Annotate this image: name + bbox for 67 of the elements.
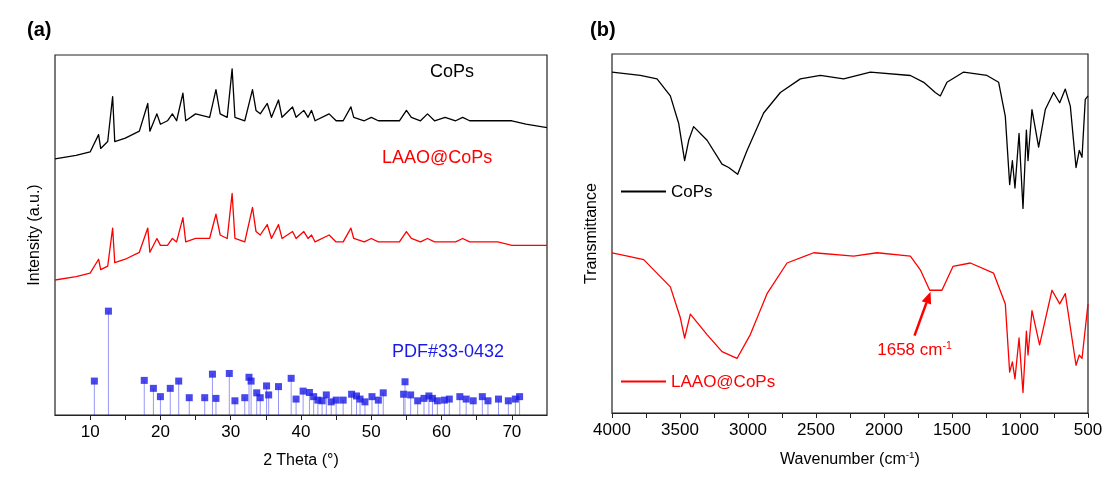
point (495, 395, 502, 403)
x-tick-label: 70 (502, 422, 522, 441)
legend-label: CoPs (671, 182, 713, 201)
x-tick-label: 10 (80, 422, 100, 441)
point (401, 378, 409, 386)
x-tick-label: 1000 (1001, 420, 1039, 439)
chart-title: (b) (590, 18, 616, 40)
legend-label: LAAO@CoPs (671, 372, 776, 391)
point (445, 395, 453, 403)
point (322, 391, 330, 399)
point (166, 384, 174, 392)
point (484, 397, 492, 405)
point (407, 391, 415, 399)
x-tick-label: 2000 (865, 420, 903, 439)
point (185, 394, 193, 402)
x-tick-label: 50 (361, 422, 381, 441)
point (263, 382, 271, 390)
x-tick-label: 3500 (661, 420, 699, 439)
point (361, 398, 369, 406)
y-axis-title: Transmittance (581, 183, 599, 284)
point (433, 397, 441, 405)
point (332, 396, 340, 404)
point (339, 396, 347, 404)
point (231, 397, 239, 405)
point (104, 307, 112, 315)
text: LAAO@CoPs (382, 147, 493, 167)
point (318, 397, 326, 405)
point (287, 374, 295, 382)
point (275, 383, 283, 391)
point (140, 376, 148, 384)
y-axis-title: Intensity (a.u.) (24, 184, 42, 286)
point (225, 369, 233, 377)
x-tick-label: 40 (291, 422, 311, 441)
point (456, 393, 464, 401)
point (149, 384, 157, 392)
point (368, 393, 376, 401)
point (379, 389, 387, 397)
series-label: PDF#33-0432 (392, 341, 505, 361)
point (504, 397, 512, 405)
point (212, 394, 220, 402)
point (462, 395, 470, 403)
x-tick-label: 3000 (729, 420, 767, 439)
point (400, 390, 408, 398)
x-tick-label: 1500 (933, 420, 971, 439)
point (201, 394, 209, 402)
x-tick-label: 500 (1073, 420, 1103, 439)
x-axis-title: 2 Theta (°) (263, 450, 339, 468)
point (414, 397, 422, 405)
point (156, 393, 164, 401)
x-tick-label: 20 (150, 422, 170, 441)
point (241, 394, 249, 402)
point (374, 396, 382, 404)
x-tick-label: 2500 (797, 420, 835, 439)
x-tick-label: 60 (432, 422, 452, 441)
chart-title: (a) (27, 18, 52, 40)
point (265, 391, 273, 399)
point (516, 393, 524, 401)
point (175, 377, 183, 385)
point (247, 377, 255, 385)
point (208, 370, 216, 378)
x-tick-label: 30 (221, 422, 241, 441)
point (469, 397, 477, 405)
x-tick-label: 4000 (593, 420, 631, 439)
point (90, 377, 98, 385)
point (292, 395, 300, 403)
series-label: CoPs (430, 61, 475, 81)
point (256, 394, 264, 402)
